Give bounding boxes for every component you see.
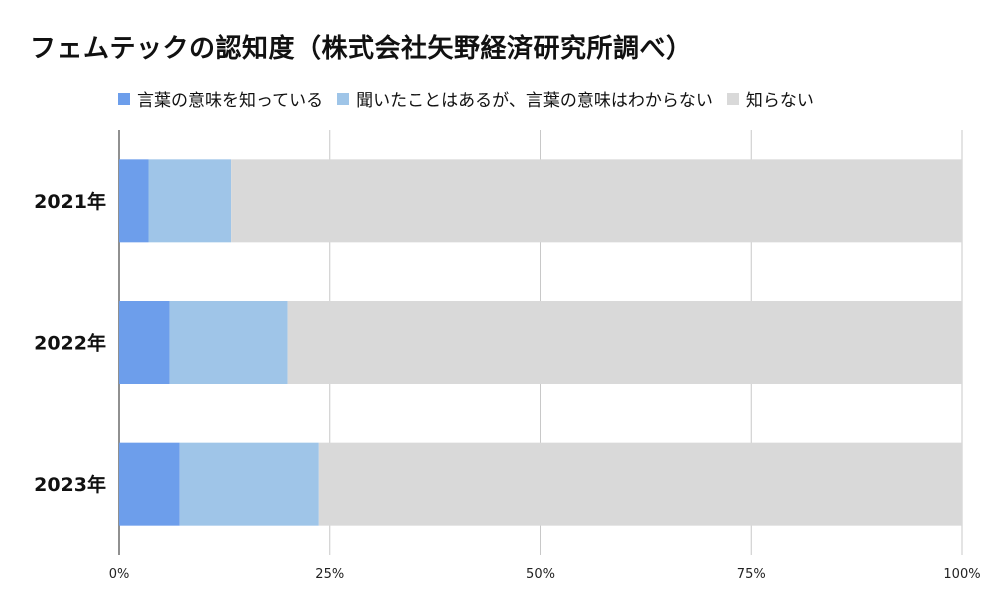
legend-swatch-heard-of xyxy=(337,92,350,105)
legend-swatch-dont-know xyxy=(726,92,739,105)
legend-label-heard-of: 聞いたことはあるが、言葉の意味はわからない xyxy=(356,91,713,111)
legend-swatch-knows-meaning xyxy=(118,92,130,105)
x-tick-label-0: 0% xyxy=(109,567,130,582)
bar-0-series-2 xyxy=(231,159,962,243)
x-tick-label-1: 25% xyxy=(315,567,344,582)
bar-0-series-1 xyxy=(148,159,232,243)
legend-label-dont-know: 知らない xyxy=(745,91,814,111)
bar-1-series-0 xyxy=(119,301,170,384)
bar-1-series-2 xyxy=(287,301,963,384)
bar-2-series-0 xyxy=(119,442,180,526)
legend-item-dont-know: 知らない xyxy=(726,86,814,111)
legend: 言葉の意味を知っている 聞いたことはあるが、言葉の意味はわからない 知らない xyxy=(118,86,828,111)
y-tick-label-2: 2023年 xyxy=(34,473,106,496)
x-tick-label-4: 100% xyxy=(943,567,980,582)
legend-item-heard-of: 聞いたことはあるが、言葉の意味はわからない xyxy=(337,86,713,111)
chart-title: フェムテックの認知度（株式会社矢野経済研究所調べ） xyxy=(30,34,693,64)
x-tick-label-3: 75% xyxy=(737,567,766,582)
y-tick-label-1: 2022年 xyxy=(34,332,106,355)
y-tick-label-0: 2021年 xyxy=(34,190,106,213)
bar-2-series-1 xyxy=(179,442,319,526)
bar-0-series-0 xyxy=(119,159,149,243)
legend-label-knows-meaning: 言葉の意味を知っている xyxy=(137,91,324,111)
x-tick-label-2: 50% xyxy=(526,567,555,582)
bar-2-series-2 xyxy=(318,442,962,526)
bar-1-series-1 xyxy=(169,301,288,384)
legend-item-knows-meaning: 言葉の意味を知っている xyxy=(118,86,323,111)
